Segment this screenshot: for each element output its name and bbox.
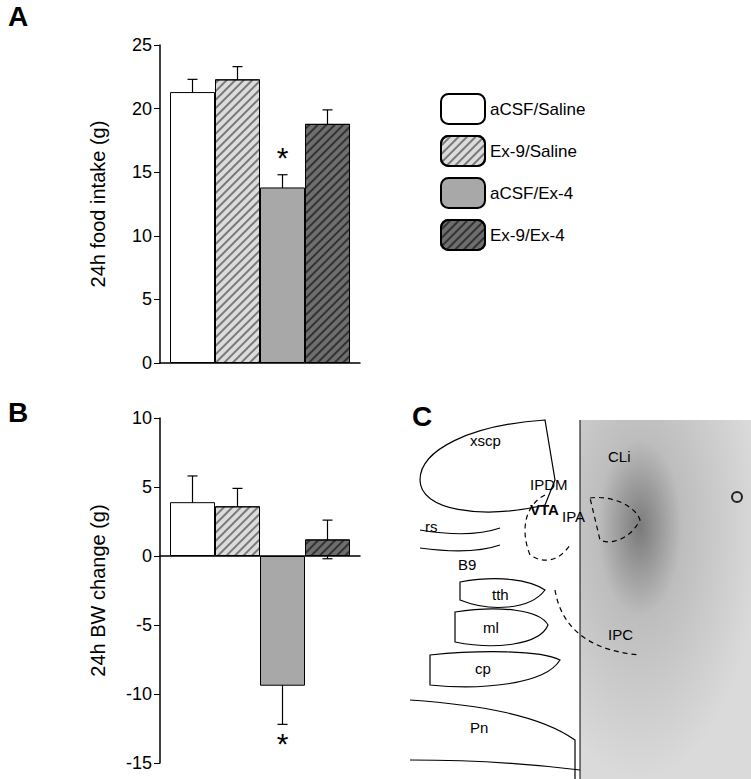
svg-text:aCSF/Ex-4: aCSF/Ex-4 bbox=[490, 184, 573, 203]
svg-text:xscp: xscp bbox=[470, 432, 501, 449]
svg-text:0: 0 bbox=[142, 353, 152, 373]
svg-text:B: B bbox=[8, 397, 28, 428]
svg-text:24h BW change (g): 24h BW change (g) bbox=[87, 504, 109, 676]
svg-text:Pn: Pn bbox=[470, 719, 488, 736]
svg-text:VTA: VTA bbox=[530, 501, 559, 518]
svg-text:0: 0 bbox=[142, 546, 152, 566]
svg-text:A: A bbox=[8, 1, 28, 32]
svg-text:aCSF/Saline: aCSF/Saline bbox=[490, 100, 585, 119]
svg-text:25: 25 bbox=[132, 35, 152, 55]
svg-text:10: 10 bbox=[132, 226, 152, 246]
svg-text:IPC: IPC bbox=[608, 626, 633, 643]
svg-text:rs: rs bbox=[425, 518, 438, 535]
svg-text:IPA: IPA bbox=[562, 508, 585, 525]
svg-text:IPDM: IPDM bbox=[530, 476, 568, 493]
svg-text:tth: tth bbox=[492, 586, 509, 603]
svg-text:15: 15 bbox=[132, 162, 152, 182]
svg-text:-5: -5 bbox=[136, 615, 152, 635]
svg-text:20: 20 bbox=[132, 99, 152, 119]
svg-text:B9: B9 bbox=[458, 556, 476, 573]
svg-text:24h food intake (g): 24h food intake (g) bbox=[87, 121, 109, 288]
svg-text:C: C bbox=[412, 401, 432, 432]
svg-text:5: 5 bbox=[142, 289, 152, 309]
svg-text:-15: -15 bbox=[126, 753, 152, 773]
svg-text:*: * bbox=[277, 727, 289, 760]
svg-text:Ex-9/Saline: Ex-9/Saline bbox=[490, 142, 577, 161]
svg-text:Ex-9/Ex-4: Ex-9/Ex-4 bbox=[490, 226, 565, 245]
svg-text:ml: ml bbox=[483, 619, 499, 636]
svg-text:cp: cp bbox=[475, 660, 491, 677]
svg-text:10: 10 bbox=[132, 408, 152, 428]
svg-text:5: 5 bbox=[142, 477, 152, 497]
svg-text:*: * bbox=[277, 141, 289, 174]
svg-text:-10: -10 bbox=[126, 684, 152, 704]
svg-text:CLi: CLi bbox=[608, 448, 631, 465]
